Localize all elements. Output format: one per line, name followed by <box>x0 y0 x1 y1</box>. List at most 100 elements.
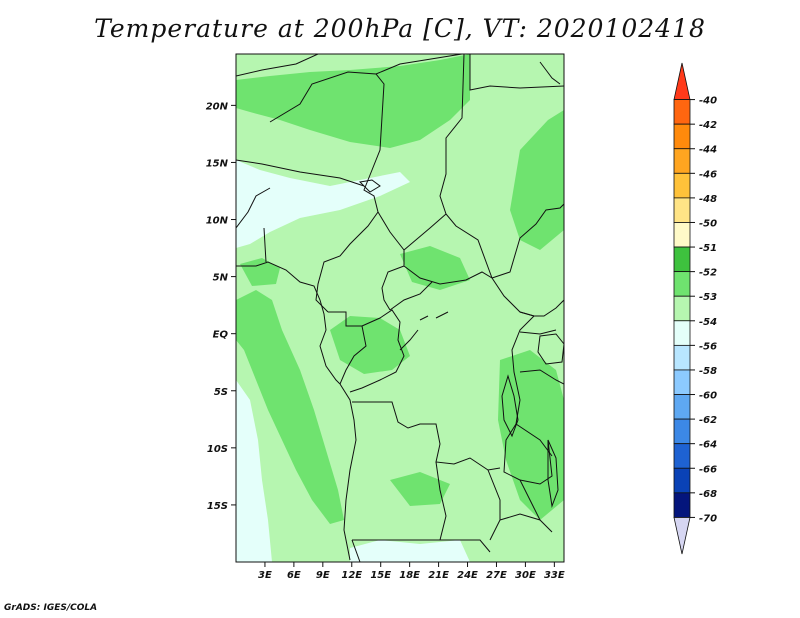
colorbar-label: -66 <box>699 464 717 475</box>
border-niger-chad <box>269 71 385 213</box>
border-chad-sudan <box>375 54 493 279</box>
shade-south-edge <box>350 540 470 562</box>
lake-tanganyika <box>501 374 519 438</box>
coast-east <box>539 61 561 85</box>
colorbar-label: -46 <box>699 169 717 180</box>
colorbar-swatch <box>673 99 691 125</box>
colorbar-swatch <box>673 418 691 445</box>
border-car-congo <box>389 281 433 311</box>
x-tick-label: 6E <box>287 570 301 581</box>
colorbar-swatch <box>673 467 691 494</box>
colorbar-swatch <box>673 517 691 555</box>
border-angola-zambia <box>352 461 447 541</box>
colorbar-label: -56 <box>699 341 717 352</box>
y-tick-label: 5N <box>213 273 229 284</box>
grads-credit: GrADS: IGES/COLA <box>4 603 98 613</box>
y-tick-label: 20N <box>206 101 229 112</box>
border-uganda <box>519 299 564 335</box>
x-tick-label: 18E <box>399 570 420 581</box>
colorbar-label: -53 <box>699 292 717 303</box>
colorbar-swatch <box>673 197 691 223</box>
colorbar-label: -42 <box>699 120 717 131</box>
map-panel <box>235 53 565 563</box>
colorbar-label: -62 <box>699 415 717 426</box>
x-tick-label: 27E <box>486 570 507 581</box>
x-tick-label: 3E <box>258 570 272 581</box>
x-tick-label: 33E <box>544 570 565 581</box>
x-tick-label: 21E <box>428 570 449 581</box>
colorbar-label: -60 <box>699 391 717 402</box>
border-car <box>403 213 535 317</box>
colorbar-swatch <box>673 492 691 518</box>
border-sudan-south <box>491 203 564 279</box>
colorbar-label: -40 <box>699 96 717 107</box>
shade-atlantic-band <box>236 290 344 524</box>
colorbar-label: -68 <box>699 489 717 500</box>
colorbar-label: -64 <box>699 440 717 451</box>
x-axis: 3E 6E 9E 12E 15E 18E 21E 24E 27E 30E 33E <box>258 562 565 581</box>
colorbar-label: -52 <box>699 268 717 279</box>
border-sudan-egypt <box>469 54 564 91</box>
colorbar-label: -48 <box>699 194 717 205</box>
colorbar-label: -44 <box>699 145 717 156</box>
y-tick-label: 15N <box>206 158 229 169</box>
x-tick-label: 15E <box>370 570 391 581</box>
shade-east-highlands <box>510 110 564 250</box>
colorbar-swatch <box>673 295 691 322</box>
colorbar-label: -58 <box>699 366 717 377</box>
coast-angola <box>339 383 357 561</box>
map-frame <box>235 53 565 563</box>
x-tick-label: 12E <box>341 570 362 581</box>
colorbar-label: -70 <box>699 513 717 524</box>
border-gabon <box>328 311 367 385</box>
colorbar-swatch <box>673 394 691 420</box>
colorbar-swatch <box>673 369 691 395</box>
border-namibia <box>351 539 491 562</box>
river-congo <box>399 311 449 351</box>
border-zambia <box>487 469 553 541</box>
colorbar-swatch <box>673 443 691 469</box>
chart-title: Temperature at 200hPa [C], VT: 202010241… <box>94 14 706 43</box>
border-drc-angola <box>352 401 501 471</box>
shade-congo-basin <box>330 316 410 374</box>
colorbar-swatch <box>673 123 691 150</box>
y-tick-label: 10S <box>207 444 228 455</box>
shade-angola-south <box>390 472 450 506</box>
coast-gulf <box>236 261 341 385</box>
x-tick-label: 30E <box>515 570 536 581</box>
colorbar-swatch <box>673 172 691 199</box>
colorbar-label: -50 <box>699 218 717 229</box>
temperature-shading <box>236 54 564 562</box>
colorbar-swatch <box>673 222 691 248</box>
lake-victoria <box>537 333 564 365</box>
border-algeria-niger <box>236 54 319 77</box>
y-tick-label: 5S <box>214 387 228 398</box>
border-cameroon-chad <box>377 211 405 311</box>
shade-gulf-guinea-north <box>236 160 410 248</box>
colorbar: -40 -42 -44 -46 -48 -50 -51 -52 -53 -54 -56 -58 -60 -… <box>673 62 717 555</box>
y-tick-label: 10N <box>206 216 229 227</box>
colorbar-label: -54 <box>699 317 717 328</box>
y-tick-label: EQ <box>213 330 229 341</box>
lake-chad <box>358 179 381 193</box>
y-axis: 20N 15N 10N 5N EQ 5S 10S 15S <box>206 101 236 512</box>
colorbar-label: -51 <box>699 243 717 254</box>
colorbar-swatch <box>673 271 691 297</box>
border-nigeria <box>236 159 365 263</box>
colorbar-swatch <box>673 148 691 174</box>
shade-cameroon <box>400 246 470 290</box>
border-congo <box>349 309 405 393</box>
border-zambia-malawi <box>519 439 553 485</box>
shade-sahel-band <box>236 54 470 148</box>
colorbar-swatch <box>673 246 691 273</box>
colorbar-swatch <box>673 320 691 346</box>
shade-gulf-coast <box>240 258 280 286</box>
lake-malawi <box>547 439 559 508</box>
colorbar-swatch <box>673 344 691 371</box>
border-nigeria-cameroon <box>315 211 379 313</box>
x-tick-label: 24E <box>457 570 478 581</box>
x-tick-label: 9E <box>316 570 330 581</box>
y-tick-label: 15S <box>207 501 228 512</box>
shade-west-coast <box>236 380 272 562</box>
